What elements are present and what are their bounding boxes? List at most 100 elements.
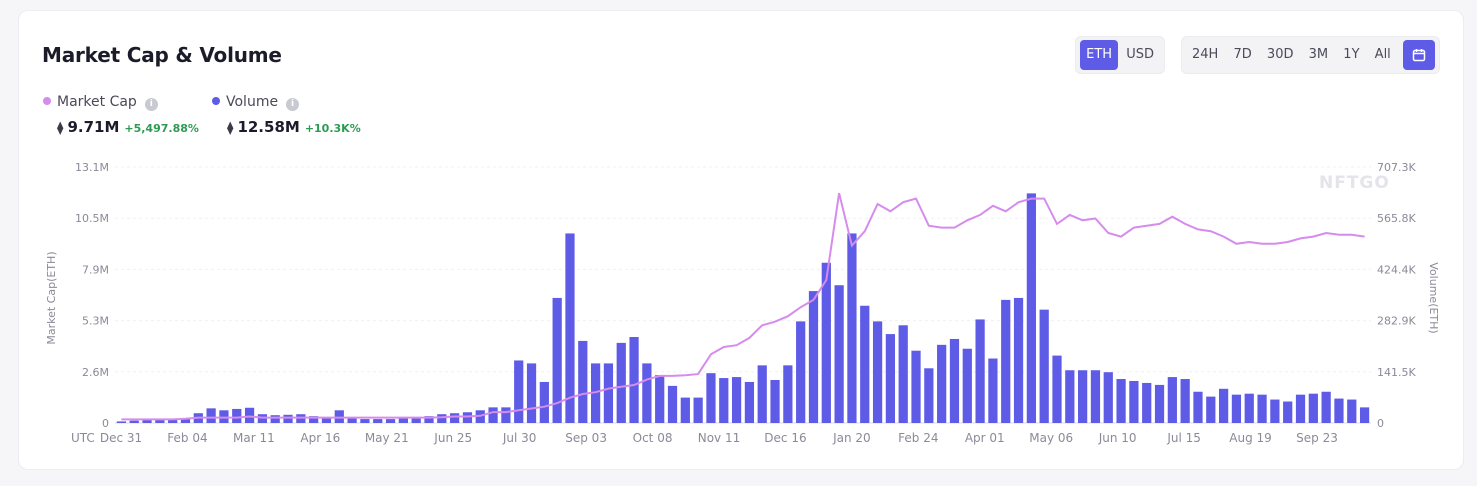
volume-bar[interactable] bbox=[411, 417, 421, 423]
volume-bar[interactable] bbox=[655, 375, 665, 423]
volume-bar[interactable] bbox=[552, 297, 562, 423]
volume-bar[interactable] bbox=[1231, 394, 1242, 423]
volume-bar[interactable] bbox=[1257, 394, 1267, 423]
volume-bar[interactable] bbox=[283, 414, 293, 423]
market-cap-volume-chart[interactable]: NFTGO 0 2.6M 5.3M 7.9M 10.5M 13.1M 0 141.5K 282… bbox=[19, 11, 1465, 471]
volume-bar[interactable] bbox=[770, 380, 780, 423]
volume-bar[interactable] bbox=[719, 378, 729, 423]
volume-bar[interactable] bbox=[949, 338, 960, 423]
volume-bar[interactable] bbox=[988, 358, 998, 423]
volume-bar[interactable] bbox=[1052, 355, 1062, 423]
volume-bar[interactable] bbox=[116, 421, 127, 423]
volume-bar[interactable] bbox=[1103, 372, 1113, 423]
volume-bar[interactable] bbox=[1001, 299, 1011, 423]
volume-bar[interactable] bbox=[360, 419, 370, 423]
volume-bar[interactable] bbox=[578, 340, 588, 423]
volume-bar[interactable] bbox=[232, 408, 242, 423]
volume-bar[interactable] bbox=[847, 233, 857, 423]
volume-bar[interactable] bbox=[1116, 379, 1126, 423]
volume-bar[interactable] bbox=[488, 407, 498, 423]
volume-bar[interactable] bbox=[155, 420, 165, 423]
volume-bar[interactable] bbox=[1218, 388, 1229, 423]
volume-bar[interactable] bbox=[526, 363, 537, 423]
volume-bar[interactable] bbox=[693, 397, 703, 423]
currency-eth-button[interactable]: ETH bbox=[1080, 40, 1119, 70]
range-30d-button[interactable]: 30D bbox=[1266, 47, 1294, 62]
volume-bar[interactable] bbox=[911, 350, 921, 423]
volume-bar[interactable] bbox=[309, 416, 319, 423]
volume-bar[interactable] bbox=[539, 381, 549, 423]
volume-bar[interactable] bbox=[437, 414, 447, 423]
volume-bar[interactable] bbox=[616, 342, 626, 423]
volume-bar[interactable] bbox=[565, 233, 575, 423]
range-24h-button[interactable]: 24H bbox=[1192, 47, 1219, 62]
volume-bar[interactable] bbox=[1347, 399, 1357, 423]
info-icon[interactable]: i bbox=[144, 98, 158, 111]
volume-bar[interactable] bbox=[1013, 297, 1024, 423]
range-all-button[interactable]: All bbox=[1374, 47, 1391, 62]
range-3m-button[interactable]: 3M bbox=[1308, 47, 1329, 62]
volume-bar[interactable] bbox=[244, 407, 255, 423]
calendar-button[interactable] bbox=[1402, 40, 1435, 70]
volume-bar[interactable] bbox=[514, 360, 524, 423]
volume-bar[interactable] bbox=[757, 365, 767, 423]
volume-bar[interactable] bbox=[1090, 370, 1101, 423]
legend-volume[interactable]: Volume i bbox=[212, 94, 300, 111]
volume-bar[interactable] bbox=[1039, 309, 1049, 423]
volume-bar[interactable] bbox=[129, 420, 139, 423]
volume-bar[interactable] bbox=[1167, 377, 1177, 423]
volume-bar[interactable] bbox=[937, 344, 947, 423]
volume-bar[interactable] bbox=[962, 348, 972, 423]
volume-bar[interactable] bbox=[424, 416, 434, 423]
volume-bar[interactable] bbox=[706, 373, 716, 423]
volume-bar[interactable] bbox=[296, 414, 306, 423]
volume-bar[interactable] bbox=[501, 407, 511, 423]
volume-bar[interactable] bbox=[975, 319, 985, 423]
volume-bar[interactable] bbox=[257, 414, 268, 423]
volume-bar[interactable] bbox=[744, 381, 755, 423]
volume-bar[interactable] bbox=[206, 408, 216, 423]
volume-bar[interactable] bbox=[1321, 391, 1331, 423]
volume-bar[interactable] bbox=[321, 417, 332, 423]
volume-bar[interactable] bbox=[898, 325, 908, 423]
volume-bar[interactable] bbox=[1180, 379, 1190, 423]
range-1y-button[interactable]: 1Y bbox=[1343, 47, 1360, 62]
volume-bar[interactable] bbox=[347, 417, 357, 423]
currency-usd-button[interactable]: USD bbox=[1126, 47, 1154, 62]
volume-bar[interactable] bbox=[783, 365, 793, 423]
volume-bar[interactable] bbox=[1244, 393, 1254, 423]
volume-bar[interactable] bbox=[885, 334, 896, 423]
volume-bar[interactable] bbox=[1078, 370, 1088, 423]
volume-bar[interactable] bbox=[667, 385, 678, 423]
volume-bar[interactable] bbox=[1359, 407, 1370, 423]
volume-bar[interactable] bbox=[1295, 394, 1306, 423]
volume-bar[interactable] bbox=[1026, 193, 1036, 423]
volume-bar[interactable] bbox=[629, 337, 639, 423]
volume-bar[interactable] bbox=[924, 368, 934, 423]
volume-bar[interactable] bbox=[450, 413, 460, 423]
volume-bar[interactable] bbox=[642, 363, 652, 423]
volume-bar[interactable] bbox=[1206, 396, 1216, 423]
volume-bar[interactable] bbox=[603, 363, 614, 423]
volume-bar[interactable] bbox=[270, 415, 280, 423]
volume-bar[interactable] bbox=[821, 262, 831, 423]
volume-bar[interactable] bbox=[834, 285, 844, 423]
info-icon[interactable]: i bbox=[286, 98, 300, 111]
volume-bar[interactable] bbox=[385, 419, 396, 423]
range-7d-button[interactable]: 7D bbox=[1233, 47, 1252, 62]
volume-bar[interactable] bbox=[1065, 370, 1075, 423]
volume-bar[interactable] bbox=[462, 412, 473, 423]
legend-market-cap[interactable]: Market Cap i bbox=[43, 94, 158, 111]
volume-bar[interactable] bbox=[1283, 401, 1293, 423]
volume-bar[interactable] bbox=[680, 397, 690, 423]
volume-bar[interactable] bbox=[1193, 391, 1203, 423]
volume-bar[interactable] bbox=[1129, 380, 1139, 423]
volume-bar[interactable] bbox=[796, 321, 806, 423]
volume-bar[interactable] bbox=[168, 419, 178, 423]
volume-bar[interactable] bbox=[398, 418, 408, 423]
volume-bar[interactable] bbox=[731, 377, 742, 423]
volume-bar[interactable] bbox=[808, 291, 819, 423]
volume-bar[interactable] bbox=[1270, 399, 1280, 423]
volume-bar[interactable] bbox=[142, 420, 152, 423]
volume-bar[interactable] bbox=[1154, 384, 1165, 423]
